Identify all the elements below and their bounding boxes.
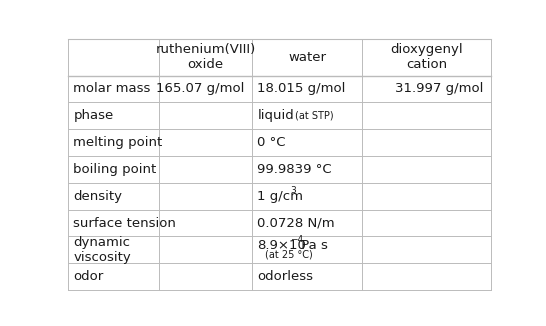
Text: odorless: odorless — [257, 270, 313, 283]
Text: liquid: liquid — [257, 109, 294, 122]
Text: density: density — [73, 190, 122, 203]
Text: melting point: melting point — [73, 136, 163, 149]
Text: ruthenium(VIII)
oxide: ruthenium(VIII) oxide — [156, 43, 256, 71]
Text: water: water — [288, 51, 327, 64]
Text: odor: odor — [73, 270, 104, 283]
Text: −4: −4 — [290, 235, 303, 244]
Text: (at 25 °C): (at 25 °C) — [265, 249, 313, 259]
Text: (at STP): (at STP) — [295, 111, 333, 121]
Text: 99.9839 °C: 99.9839 °C — [257, 163, 332, 176]
Text: 3: 3 — [290, 186, 296, 195]
Text: 1 g/cm: 1 g/cm — [257, 190, 304, 203]
Text: dioxygenyl
cation: dioxygenyl cation — [390, 43, 463, 71]
Text: 165.07 g/mol: 165.07 g/mol — [156, 82, 245, 96]
Text: dynamic
viscosity: dynamic viscosity — [73, 236, 131, 264]
Text: Pa s: Pa s — [297, 239, 328, 252]
Text: 0.0728 N/m: 0.0728 N/m — [257, 216, 335, 230]
Text: surface tension: surface tension — [73, 216, 176, 230]
Text: 8.9×10: 8.9×10 — [257, 239, 306, 252]
Text: boiling point: boiling point — [73, 163, 157, 176]
Text: phase: phase — [73, 109, 114, 122]
Text: 0 °C: 0 °C — [257, 136, 286, 149]
Text: 31.997 g/mol: 31.997 g/mol — [395, 82, 484, 96]
Text: 18.015 g/mol: 18.015 g/mol — [257, 82, 346, 96]
Text: molar mass: molar mass — [73, 82, 151, 96]
